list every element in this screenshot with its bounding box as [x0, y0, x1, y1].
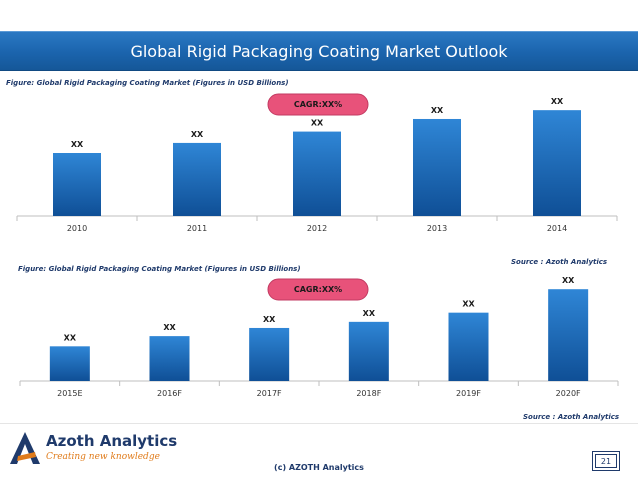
cagr-pill — [267, 93, 369, 116]
chart2-caption: Figure: Global Rigid Packaging Coating M… — [18, 265, 301, 273]
x-tick-label: 2012 — [307, 224, 327, 233]
x-tick-label: 2014 — [547, 224, 567, 233]
copyright-text: (c) AZOTH Analytics — [274, 463, 364, 472]
bar — [53, 153, 101, 216]
title-bar: Global Rigid Packaging Coating Market Ou… — [0, 31, 638, 71]
bar — [293, 131, 341, 216]
x-tick-label: 2011 — [187, 224, 207, 233]
data-label: XX — [64, 333, 77, 342]
bar — [249, 327, 290, 381]
logo-a-icon — [10, 432, 40, 464]
bar — [533, 110, 581, 216]
chart2-svg: XX 2015E XX 2016F XX 2017F XX 2018F XX 2019F XX 202… — [19, 276, 619, 398]
data-label: XX — [562, 276, 575, 285]
chart1-svg: XX 2010 XX 2011 XX 2012 XX 2013 XX 2014 CAGR:XX% — [16, 93, 618, 233]
footer — [0, 423, 638, 479]
company-logo: Azoth Analytics Creating new knowledge — [8, 430, 177, 470]
cagr-pill — [267, 278, 369, 301]
page-number: 21 — [595, 454, 617, 468]
cagr-label: CAGR:XX% — [294, 100, 342, 109]
logo-name: Azoth Analytics — [46, 432, 178, 450]
bar — [413, 118, 461, 216]
logo-tagline: Creating new knowledge — [46, 452, 160, 462]
slide-title: Global Rigid Packaging Coating Market Ou… — [130, 42, 508, 61]
bar — [49, 346, 90, 381]
cagr-label: CAGR:XX% — [294, 285, 342, 294]
bar — [173, 142, 221, 216]
chart1-source: Source : Azoth Analytics — [511, 258, 608, 266]
data-label: XX — [431, 106, 444, 115]
bar — [548, 289, 589, 381]
x-tick-label: 2020F — [556, 389, 581, 398]
data-label: XX — [363, 309, 376, 318]
bar — [448, 312, 489, 381]
data-label: XX — [311, 119, 324, 128]
bar — [348, 321, 389, 381]
chart1-caption: Figure: Global Rigid Packaging Coating M… — [6, 79, 289, 87]
x-tick-label: 2017F — [257, 389, 282, 398]
data-label: XX — [71, 140, 84, 149]
x-tick-label: 2013 — [427, 224, 447, 233]
x-tick-label: 2016F — [157, 389, 182, 398]
data-label: XX — [163, 323, 176, 332]
x-tick-label: 2010 — [67, 224, 87, 233]
data-label: XX — [191, 130, 204, 139]
data-label: XX — [462, 300, 475, 309]
bar — [149, 336, 190, 381]
x-tick-label: 2015E — [57, 389, 82, 398]
chart2-source: Source : Azoth Analytics — [523, 413, 620, 421]
x-tick-label: 2018F — [356, 389, 381, 398]
page-number-box: 21 — [592, 451, 620, 471]
data-label: XX — [263, 315, 276, 324]
x-tick-label: 2019F — [456, 389, 481, 398]
data-label: XX — [551, 97, 564, 106]
